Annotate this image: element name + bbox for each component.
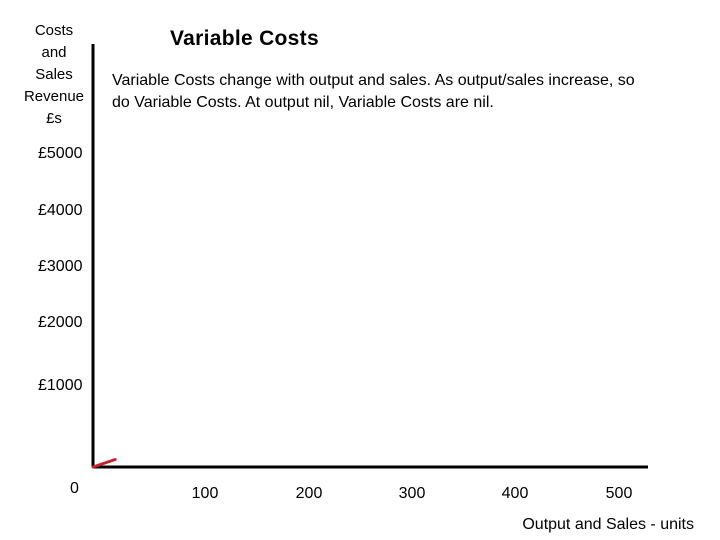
x-tick-label: 300	[398, 485, 426, 502]
chart-title: Variable Costs	[170, 27, 319, 50]
y-axis-label-line: and	[41, 44, 67, 61]
y-axis-label: Costs and Sales Revenue £s	[14, 20, 94, 130]
y-axis-label-line: Revenue	[23, 88, 85, 105]
chart-description: Variable Costs change with output and sa…	[112, 72, 635, 111]
y-tick-label: £5000	[38, 145, 83, 162]
x-axis-label: Output and Sales - units	[522, 516, 694, 533]
y-axis-label-line: Sales	[35, 66, 73, 83]
y-axis-label-line: Costs	[34, 22, 74, 39]
x-tick-label: 400	[501, 485, 529, 502]
y-tick-label-zero: 0	[70, 480, 79, 497]
x-tick-label: 100	[191, 485, 219, 502]
x-tick-label: 500	[605, 485, 633, 502]
y-tick-label: £3000	[38, 258, 83, 275]
y-axis-label-line: £s	[46, 110, 62, 127]
y-tick-label: £4000	[38, 202, 83, 219]
series-line	[91, 458, 117, 469]
x-tick-label: 200	[295, 485, 323, 502]
y-tick-label: £1000	[38, 377, 83, 394]
y-tick-label: £2000	[38, 314, 83, 331]
